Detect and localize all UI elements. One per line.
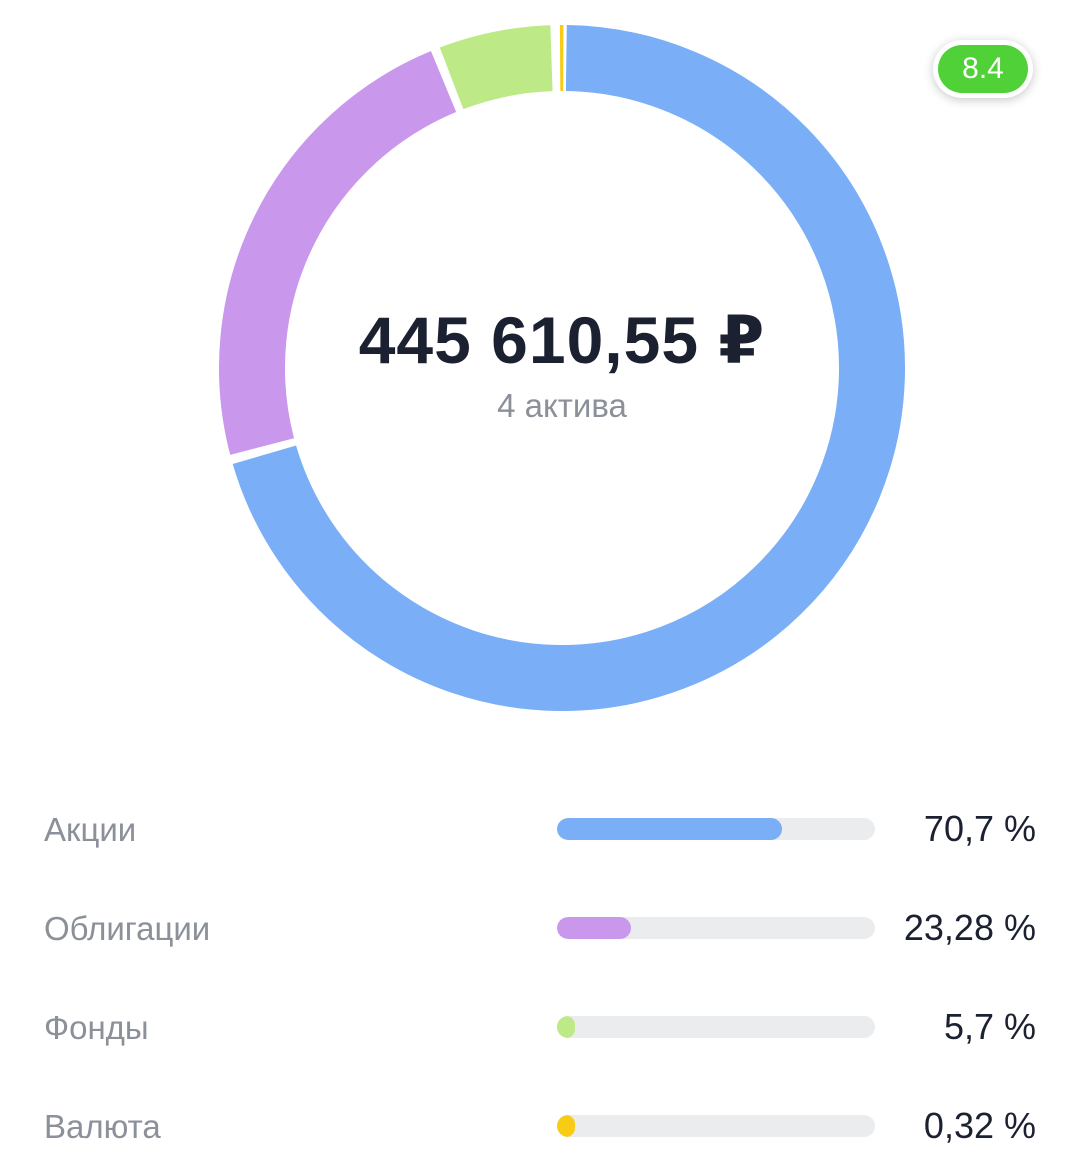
donut-slice-1[interactable] (219, 25, 905, 711)
donut-svg (162, 0, 962, 740)
donut-center: 445 610,55 ₽ 4 актива (262, 300, 862, 426)
legend-progress-fill (557, 818, 782, 840)
legend-label: Фонды (44, 1009, 149, 1046)
allocation-donut-chart: 445 610,55 ₽ 4 актива (162, 0, 962, 740)
portfolio-score-badge[interactable]: 8.4 (933, 40, 1033, 98)
donut-slice-4[interactable] (219, 25, 905, 711)
legend-progress-track (557, 1115, 875, 1137)
legend-progress-track (557, 917, 875, 939)
legend-progress-track (557, 1016, 875, 1038)
legend-row-bonds[interactable]: Облигации 23,28 % (0, 879, 1080, 979)
legend-progress-fill (557, 917, 632, 939)
score-value: 8.4 (938, 45, 1028, 93)
assets-count: 4 актива (497, 387, 627, 424)
legend-percent: 70,7 % (923, 808, 1036, 849)
legend-progress-track (557, 818, 875, 840)
legend-progress-fill (557, 1016, 576, 1038)
legend-percent: 23,28 % (903, 907, 1036, 948)
donut-slice-2[interactable] (184, 0, 941, 740)
legend-label: Акции (44, 811, 137, 848)
legend-label: Облигации (44, 910, 211, 947)
legend-percent: 0,32 % (923, 1105, 1036, 1146)
legend-percent: 5,7 % (943, 1006, 1036, 1047)
portfolio-total-value: 445 610,55 ₽ (358, 303, 766, 377)
legend-label: Валюта (44, 1108, 161, 1145)
legend-row-funds[interactable]: Фонды 5,7 % (0, 978, 1080, 1078)
donut-slice-3[interactable] (162, 0, 962, 740)
legend-row-stocks[interactable]: Акции 70,7 % (0, 780, 1080, 880)
legend-progress-fill (557, 1115, 575, 1137)
legend-row-currency[interactable]: Валюта 0,32 % (0, 1077, 1080, 1169)
